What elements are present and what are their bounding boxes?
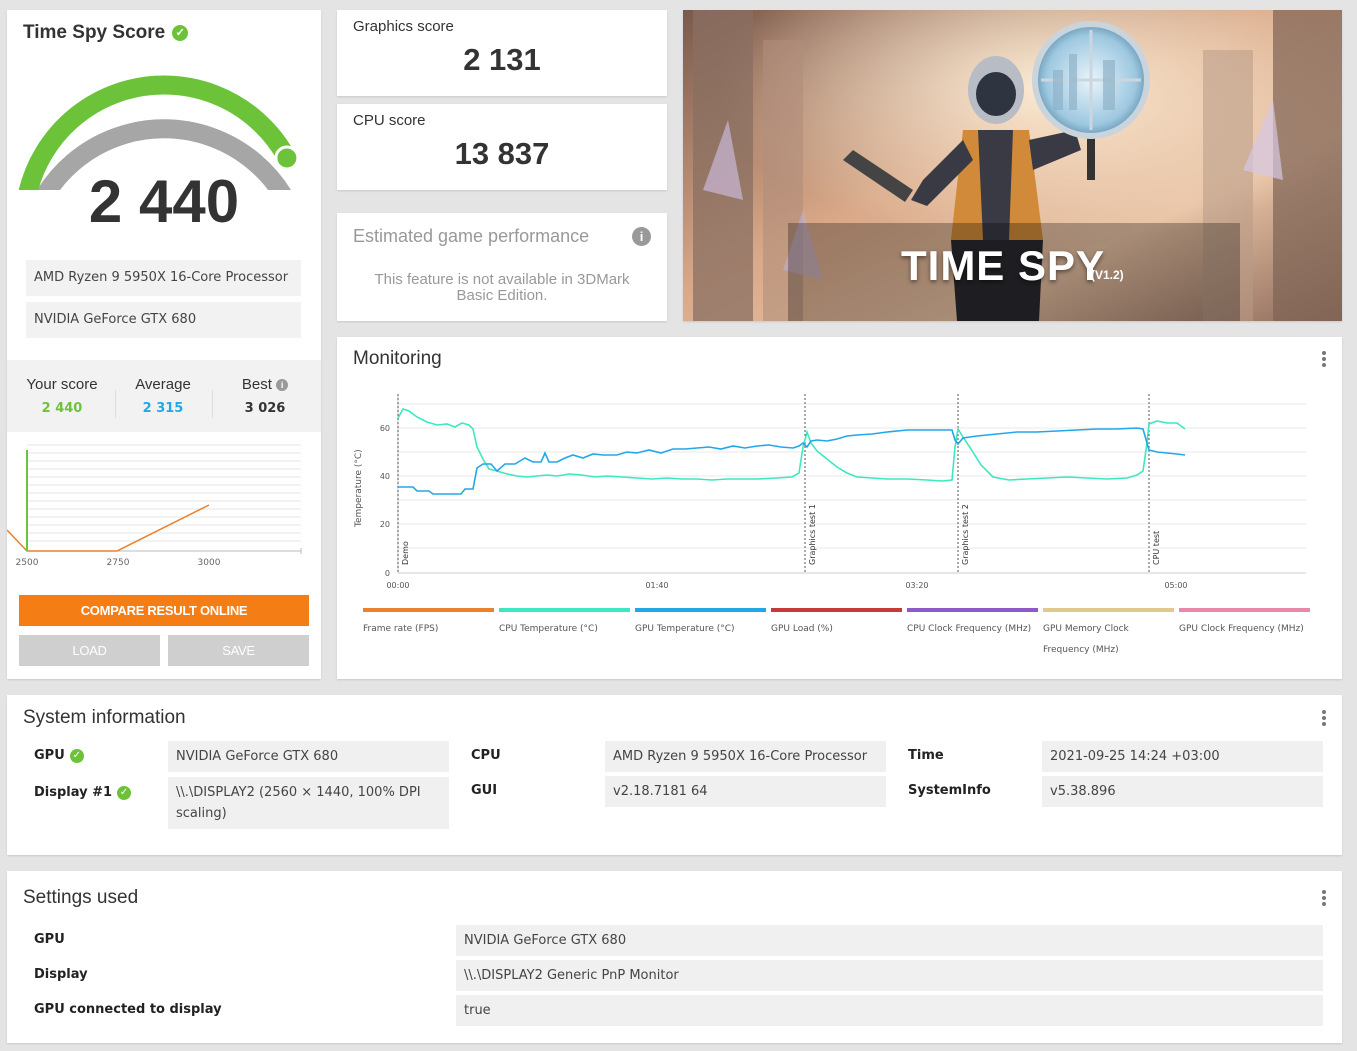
marker-label: Demo [401, 541, 410, 565]
estimated-message: This feature is not available in 3DMark … [374, 271, 630, 304]
cpu-value: AMD Ryzen 9 5950X 16-Core Processor [605, 741, 886, 772]
best-score: Best i 3 026 [231, 376, 299, 416]
info-icon[interactable]: i [276, 379, 289, 391]
graphics-score-label: Graphics score [353, 18, 454, 35]
settings-used-card: Settings used GPU NVIDIA GeForce GTX 680… [7, 871, 1342, 1043]
x-tick: 3000 [198, 558, 221, 568]
your-score: Your score 2 440 [26, 376, 98, 416]
graphics-score-value: 2 131 [463, 42, 541, 77]
estimated-game-performance-card: Estimated game performance i This featur… [337, 213, 667, 321]
monitoring-chart: Demo Graphics test 1 Graphics test 2 CPU… [354, 394, 1306, 590]
display-value: \\.\DISPLAY2 (2560 × 1440, 100% DPI scal… [168, 777, 449, 829]
gauge-marker [274, 145, 300, 171]
gauge-fill [18, 75, 296, 190]
cpu-name: AMD Ryzen 9 5950X 16-Core Processor [26, 260, 301, 296]
gui-label: GUI [471, 783, 498, 798]
score-distribution-chart: 2500 2750 3000 [7, 444, 302, 568]
gpu-label: GPU ✓ [34, 748, 84, 763]
verified-check-icon: ✓ [69, 748, 84, 763]
compare-result-online-button[interactable]: COMPARE RESULT ONLINE [19, 595, 309, 626]
settings-display-value: \\.\DISPLAY2 Generic PnP Monitor [456, 960, 1323, 991]
x-tick: 01:40 [645, 581, 668, 590]
y-tick: 20 [380, 520, 390, 529]
hero-banner [788, 223, 1240, 321]
total-score: 2 440 [88, 168, 240, 235]
legend-gpu-clock[interactable]: GPU Clock Frequency (MHz) [1179, 608, 1310, 640]
load-button[interactable]: LOAD [19, 635, 160, 666]
settings-display-label: Display [34, 967, 88, 982]
legend-gpu-memory-clock[interactable]: GPU Memory Clock Frequency (MHz) [1043, 608, 1174, 661]
verified-check-icon: ✓ [117, 785, 132, 800]
legend-gpu-temperature[interactable]: GPU Temperature (°C) [635, 608, 766, 640]
score-title: Time Spy Score ✓ [23, 22, 189, 44]
hero-title: TIME SPY [901, 242, 1106, 289]
cpu-temperature-line [397, 408, 1186, 482]
settings-used-title: Settings used [23, 887, 139, 908]
divider [115, 390, 116, 418]
x-tick: 03:20 [905, 581, 928, 590]
gauge-track [37, 119, 291, 190]
gpu-value: NVIDIA GeForce GTX 680 [168, 741, 449, 772]
y-tick: 40 [380, 472, 390, 481]
legend-cpu-temperature[interactable]: CPU Temperature (°C) [499, 608, 630, 640]
info-icon[interactable]: i [632, 227, 651, 246]
system-information-card: System information GPU ✓ NVIDIA GeForce G… [7, 695, 1342, 855]
y-tick: 60 [380, 424, 390, 433]
estimated-title: Estimated game performance [353, 226, 590, 246]
benchmark-hero-image: TIME SPY (V1.2) [683, 10, 1342, 321]
marker-label: CPU test [1152, 531, 1161, 565]
legend-cpu-clock[interactable]: CPU Clock Frequency (MHz) [907, 608, 1038, 640]
more-options-icon[interactable] [1322, 710, 1326, 726]
time-label: Time [908, 748, 944, 763]
x-tick: 2500 [16, 558, 39, 568]
marker-label: Graphics test 1 [808, 504, 817, 565]
marker-label: Graphics test 2 [961, 504, 970, 565]
verified-check-icon: ✓ [172, 25, 189, 41]
systeminfo-label: SystemInfo [908, 783, 991, 798]
score-gauge [18, 75, 300, 190]
display-label: Display #1 ✓ [34, 785, 132, 800]
average-score: Average 2 315 [135, 376, 191, 416]
systeminfo-value: v5.38.896 [1042, 776, 1323, 807]
cpu-score-value: 13 837 [454, 136, 550, 171]
time-value: 2021-09-25 14:24 +03:00 [1042, 741, 1323, 772]
legend-frame-rate[interactable]: Frame rate (FPS) [363, 608, 494, 640]
y-axis-label: Temperature (°C) [354, 449, 364, 528]
cpu-score-card: CPU score 13 837 [337, 104, 667, 190]
legend-gpu-load[interactable]: GPU Load (%) [771, 608, 902, 640]
distribution-line [7, 504, 210, 552]
save-button[interactable]: SAVE [168, 635, 309, 666]
x-tick: 2750 [107, 558, 130, 568]
settings-gpu-label: GPU [34, 932, 65, 947]
more-options-icon[interactable] [1322, 890, 1326, 906]
gpu-temperature-line [398, 427, 1186, 495]
score-card: Time Spy Score ✓ 2 440 AMD Ryzen 9 5950X… [7, 10, 321, 679]
score-comparison: Your score 2 440 Average 2 315 Best i 3 … [7, 360, 321, 432]
gpu-name: NVIDIA GeForce GTX 680 [26, 302, 301, 338]
graphics-score-card: Graphics score 2 131 [337, 10, 667, 96]
monitoring-card: Monitoring Demo Graphics test 1 Graphics… [337, 337, 1342, 679]
hero-version: (V1.2) [1091, 268, 1124, 282]
y-tick: 0 [385, 569, 390, 578]
cpu-score-label: CPU score [353, 112, 426, 129]
monitoring-title: Monitoring [353, 348, 442, 369]
hero-artwork [683, 10, 1342, 321]
gpu-connected-value: true [456, 995, 1323, 1026]
x-tick: 00:00 [386, 581, 409, 590]
cpu-label: CPU [471, 748, 501, 763]
divider [212, 390, 213, 418]
gui-value: v2.18.7181 64 [605, 776, 886, 807]
x-tick: 05:00 [1164, 581, 1187, 590]
settings-gpu-value: NVIDIA GeForce GTX 680 [456, 925, 1323, 956]
system-information-title: System information [23, 707, 186, 728]
more-options-icon[interactable] [1322, 351, 1326, 367]
gpu-connected-label: GPU connected to display [34, 1002, 222, 1017]
